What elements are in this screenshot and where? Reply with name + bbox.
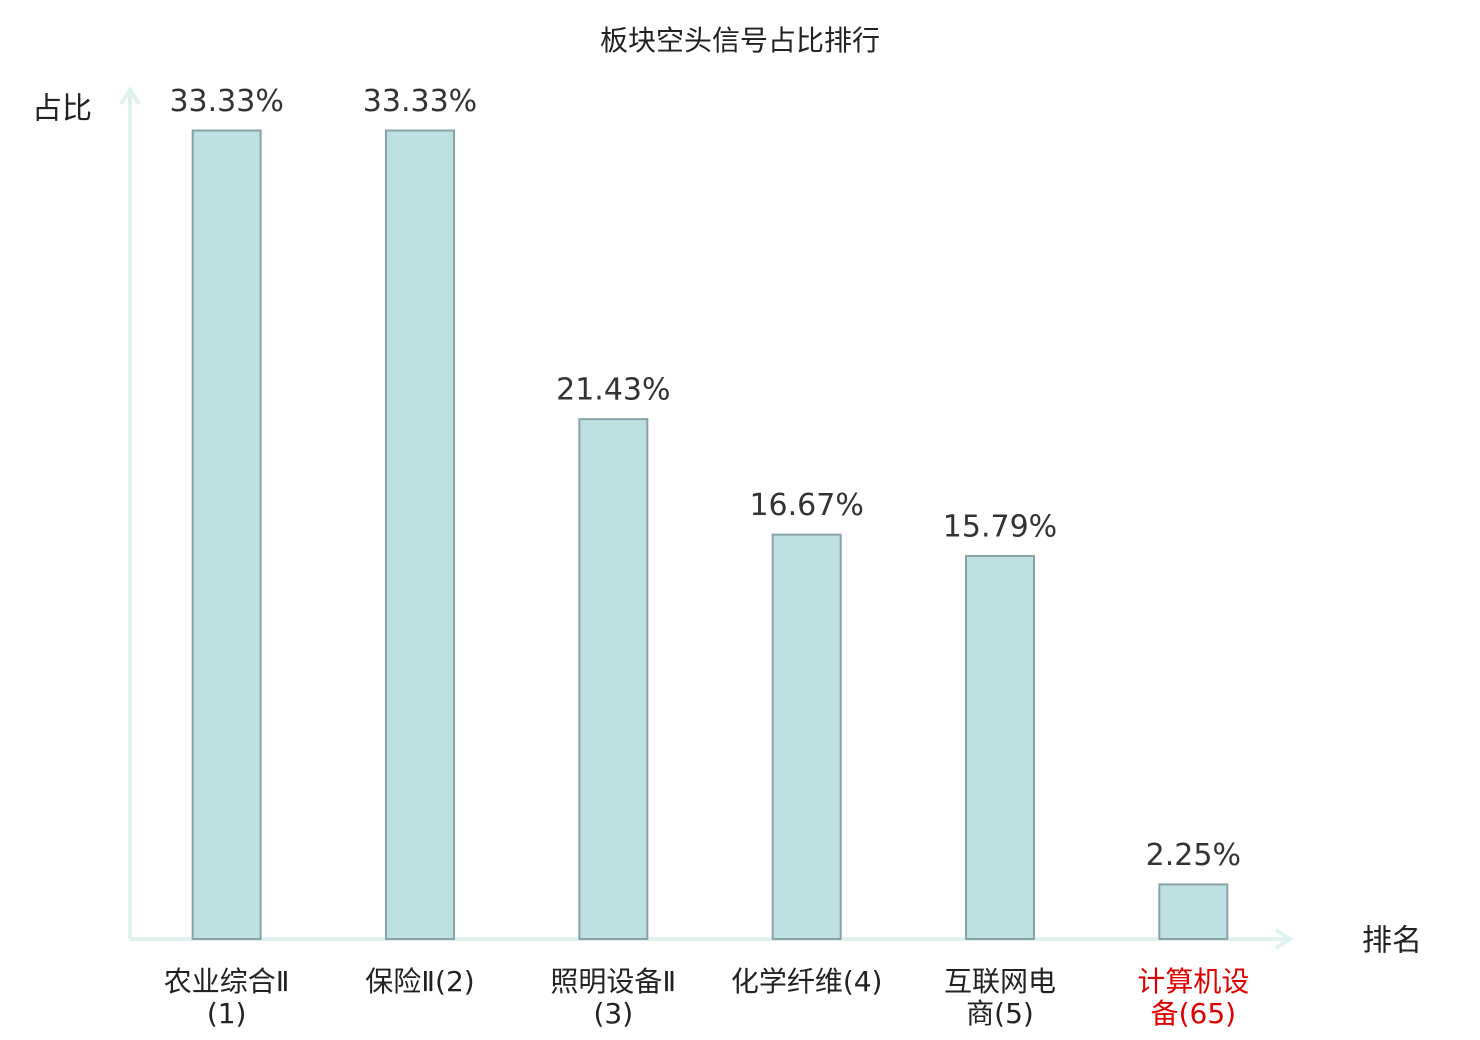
data-label: 33.33% [169,84,283,119]
y-axis [119,86,141,939]
x-tick-label: 保险Ⅱ(2) [365,965,475,998]
data-label: 33.33% [363,84,477,119]
bar [1158,883,1229,941]
data-label: 21.43% [556,373,670,408]
x-tick-label: 化学纤维(4) [730,965,883,998]
x-axis [130,928,1294,950]
x-tick-label: 互联网电商(5) [943,965,1056,1030]
bar [191,129,262,941]
bar [965,554,1035,941]
data-label: 2.25% [1146,838,1241,873]
bar [578,418,649,940]
data-label: 16.67% [749,488,863,523]
x-axis-label: 排名 [1362,924,1422,959]
bar [385,129,455,941]
data-label: 15.79% [943,509,1057,544]
y-axis-label: 占比 [32,92,92,127]
bar [771,533,842,940]
x-tick-label: 照明设备Ⅱ(3) [550,965,677,1030]
chart-title: 板块空头信号占比排行 [600,24,880,57]
x-tick-label: 计算机设备(65) [1137,965,1250,1030]
x-tick-label: 农业综合Ⅱ(1) [163,965,290,1030]
